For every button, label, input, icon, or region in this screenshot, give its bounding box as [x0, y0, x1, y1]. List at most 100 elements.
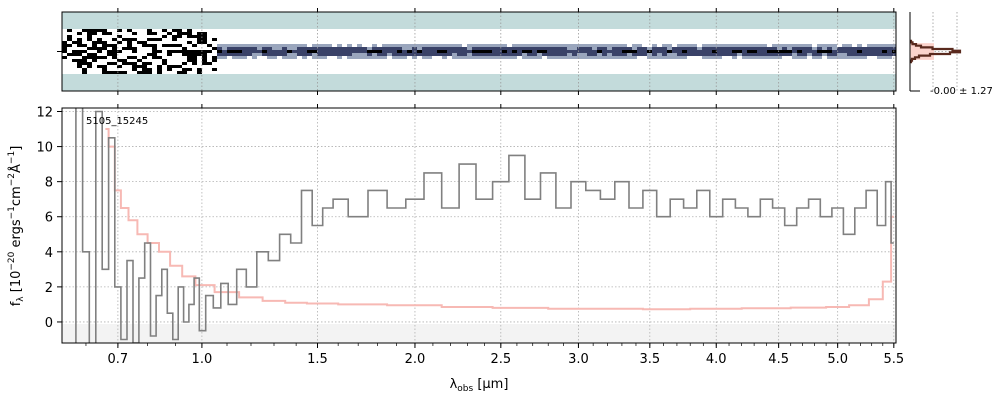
heatmap-cell	[377, 47, 382, 50]
heatmap-cell	[87, 32, 92, 35]
heatmap-cell	[417, 56, 422, 59]
heatmap-cell	[127, 44, 132, 47]
heatmap-cell	[662, 53, 667, 56]
heatmap-cell	[542, 53, 547, 56]
heatmap-cell	[187, 50, 192, 53]
heatmap-cell	[77, 38, 82, 41]
heatmap-cell	[347, 47, 352, 50]
heatmap-cell	[317, 47, 322, 50]
heatmap-cell	[492, 50, 497, 53]
heatmap-cell	[497, 50, 502, 53]
heatmap-cell	[187, 56, 192, 59]
heatmap-cell	[552, 47, 557, 50]
heatmap-cell	[407, 56, 412, 59]
heatmap-cell	[357, 44, 362, 47]
heatmap-cell	[382, 44, 387, 47]
heatmap-cell	[142, 62, 147, 65]
heatmap-cell	[872, 44, 877, 47]
heatmap-cell	[867, 53, 872, 56]
heatmap-cell	[132, 65, 137, 68]
heatmap-cell	[452, 47, 457, 50]
heatmap-cell	[362, 56, 367, 59]
heatmap-cell	[692, 56, 697, 59]
heatmap-cell	[112, 44, 117, 47]
heatmap-cell	[102, 68, 107, 71]
heatmap-cell	[382, 47, 387, 50]
heatmap-cell	[162, 62, 167, 65]
heatmap-cell	[337, 47, 342, 50]
heatmap-cell	[482, 53, 487, 56]
heatmap-cell	[127, 62, 132, 65]
heatmap-cell	[702, 44, 707, 47]
heatmap-cell	[722, 47, 727, 50]
heatmap-cell	[177, 44, 182, 47]
heatmap-cell	[737, 53, 742, 56]
heatmap-cell	[352, 44, 357, 47]
heatmap-cell	[167, 32, 172, 35]
heatmap-cell	[202, 56, 207, 59]
heatmap-cell	[482, 44, 487, 47]
heatmap-cell	[222, 44, 227, 47]
heatmap-cell	[377, 50, 382, 53]
heatmap-cell	[612, 53, 617, 56]
heatmap-cell	[837, 50, 842, 53]
y-axis-title-exp2: −1	[7, 206, 17, 219]
heatmap-cell	[792, 56, 797, 59]
heatmap-cell	[527, 47, 532, 50]
heatmap-cell	[502, 56, 507, 59]
heatmap-cell	[827, 47, 832, 50]
heatmap-cell	[447, 56, 452, 59]
heatmap-cell	[532, 56, 537, 59]
heatmap-cell	[667, 44, 672, 47]
heatmap-cell	[857, 47, 862, 50]
heatmap-cell	[132, 47, 137, 50]
heatmap-cell	[342, 53, 347, 56]
heatmap-cell	[302, 44, 307, 47]
heatmap-cell	[147, 68, 152, 71]
x-tick-labels: 0.7 1.0 1.5 2.0 2.5 3.0 3.5 4.0 4.5 5.0 5.5	[108, 352, 905, 367]
heatmap-cell	[137, 65, 142, 68]
x-tick-label: 5.0	[827, 352, 848, 367]
spectrum-2d-ticks	[57, 8, 895, 95]
heatmap-cell	[477, 44, 482, 47]
heatmap-cell	[302, 50, 307, 53]
heatmap-cell	[567, 50, 572, 53]
heatmap-cell	[777, 50, 782, 53]
heatmap-cell	[317, 44, 322, 47]
heatmap-cell	[807, 44, 812, 47]
heatmap-cell	[192, 35, 197, 38]
heatmap-cell	[82, 71, 87, 74]
heatmap-cell	[232, 44, 237, 47]
heatmap-cell	[832, 44, 837, 47]
heatmap-cell	[77, 50, 82, 53]
heatmap-cell	[237, 50, 242, 53]
heatmap-cell	[757, 56, 762, 59]
heatmap-cell	[272, 56, 277, 59]
heatmap-cell	[487, 47, 492, 50]
heatmap-cell	[387, 53, 392, 56]
heatmap-cell	[762, 56, 767, 59]
x-axis-title-lambda: λ	[450, 377, 458, 392]
heatmap-cell	[877, 53, 882, 56]
heatmap-cell	[707, 47, 712, 50]
heatmap-cell	[257, 56, 262, 59]
heatmap-cell	[687, 44, 692, 47]
heatmap-cell	[107, 44, 112, 47]
heatmap-cell	[602, 56, 607, 59]
heatmap-cell	[557, 50, 562, 53]
heatmap-cell	[92, 53, 97, 56]
heatmap-cell	[462, 50, 467, 53]
heatmap-cell	[382, 56, 387, 59]
heatmap-cell	[582, 56, 587, 59]
heatmap-cell	[822, 53, 827, 56]
heatmap-cell	[252, 50, 257, 53]
heatmap-cell	[687, 56, 692, 59]
heatmap-cell	[797, 56, 802, 59]
heatmap-cell	[802, 47, 807, 50]
heatmap-cell	[442, 47, 447, 50]
heatmap-cell	[517, 53, 522, 56]
heatmap-cell	[257, 47, 262, 50]
heatmap-cell	[307, 44, 312, 47]
heatmap-cell	[562, 53, 567, 56]
x-tick-label: 3.0	[568, 352, 589, 367]
